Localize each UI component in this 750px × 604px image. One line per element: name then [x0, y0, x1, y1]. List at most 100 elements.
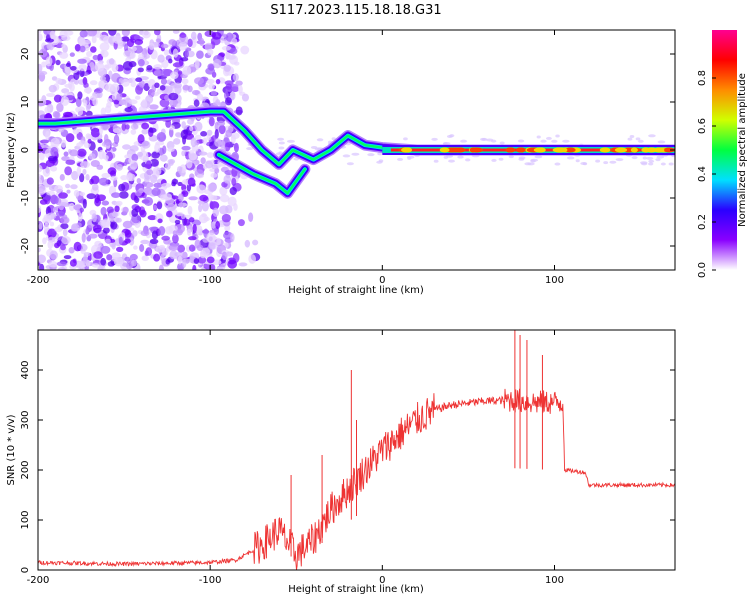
- heatmap-cell: [163, 193, 173, 201]
- heatmap-cell: [40, 139, 50, 144]
- heatmap-cell: [167, 147, 175, 152]
- heatmap-cell: [480, 137, 486, 141]
- heatmap-cell: [99, 42, 110, 51]
- heatmap-cell: [50, 165, 58, 172]
- heatmap-cell: [168, 58, 173, 64]
- heatmap-cell: [86, 193, 96, 200]
- colorbar-tick-label: 0.6: [697, 118, 708, 134]
- heatmap-cell: [207, 48, 214, 56]
- heatmap-cell: [232, 73, 239, 82]
- heatmap-cell: [88, 233, 98, 239]
- heatmap-cell: [237, 85, 243, 94]
- heatmap-cell: [202, 137, 208, 145]
- heatmap-cell: [161, 235, 170, 241]
- heatmap-cell: [196, 93, 204, 101]
- heatmap-cell: [128, 77, 137, 83]
- heatmap-cell: [137, 67, 144, 73]
- heatmap-cell: [38, 205, 42, 214]
- heatmap-cell: [642, 156, 647, 160]
- heatmap-cell: [85, 174, 90, 181]
- snr-series: [38, 330, 675, 570]
- carrier-spot: [404, 147, 413, 153]
- heatmap-cell: [143, 196, 154, 207]
- heatmap-cell: [116, 163, 123, 171]
- heatmap-cell: [126, 38, 135, 48]
- heatmap-cell: [156, 201, 163, 210]
- heatmap-cell: [78, 64, 88, 72]
- heatmap-cell: [103, 155, 109, 161]
- heatmap-cell: [56, 102, 64, 113]
- heatmap-cell: [58, 192, 68, 199]
- heatmap-cell: [648, 134, 656, 138]
- heatmap-cell: [115, 200, 123, 206]
- heatmap-cell: [94, 240, 102, 248]
- x-tick-label: -100: [199, 275, 222, 286]
- heatmap-cell: [54, 184, 63, 193]
- heatmap-cell: [38, 50, 43, 56]
- heatmap-cell: [96, 194, 106, 202]
- heatmap-cell: [112, 128, 122, 134]
- heatmap-cell: [79, 191, 86, 197]
- heatmap-cell: [46, 92, 56, 97]
- heatmap-cell: [656, 155, 664, 159]
- y-tick-label: 400: [20, 360, 31, 379]
- carrier-spot: [599, 147, 611, 153]
- heatmap-cell: [629, 134, 635, 138]
- heatmap-cell: [44, 106, 51, 114]
- heatmap-cell: [121, 30, 130, 37]
- heatmap-cell: [277, 137, 285, 141]
- heatmap-cell: [194, 77, 205, 85]
- heatmap-cell: [184, 49, 189, 59]
- heatmap-cell: [63, 151, 69, 157]
- heatmap-cell: [200, 157, 206, 165]
- heatmap-cell: [208, 116, 215, 127]
- heatmap-cell: [176, 228, 183, 236]
- heatmap-cell: [66, 189, 71, 194]
- heatmap-cell: [216, 120, 226, 127]
- carrier-spot: [614, 147, 628, 153]
- heatmap-cell: [157, 218, 163, 224]
- carrier-spot: [449, 147, 463, 153]
- heatmap-cell: [657, 140, 666, 144]
- heatmap-cell: [181, 78, 189, 85]
- heatmap-cell: [189, 255, 195, 263]
- heatmap-cell: [145, 95, 154, 104]
- heatmap-cell: [68, 202, 75, 212]
- heatmap-cell: [54, 195, 59, 204]
- heatmap-cell: [140, 230, 150, 237]
- heatmap-cell: [230, 134, 236, 144]
- heatmap-cell: [118, 183, 126, 192]
- x-tick-label: 0: [379, 275, 385, 286]
- heatmap-cell: [86, 50, 93, 57]
- heatmap-cell: [124, 124, 130, 130]
- heatmap-cell: [39, 199, 48, 205]
- heatmap-cell: [433, 159, 439, 163]
- heatmap-cell: [73, 189, 80, 197]
- heatmap-cell: [83, 254, 88, 264]
- heatmap-cell: [99, 75, 107, 81]
- heatmap-cell: [227, 196, 237, 207]
- heatmap-cell: [47, 240, 54, 250]
- heatmap-cell: [158, 244, 166, 250]
- carrier-spot: [439, 147, 450, 153]
- heatmap-cell: [180, 213, 186, 220]
- heatmap-cell: [190, 31, 197, 41]
- heatmap-cell: [82, 168, 87, 175]
- colorbar: 0.0 0.2 0.4 0.6 0.8 Normalized spectral ampl…: [697, 30, 748, 278]
- heatmap-cell: [187, 177, 196, 187]
- heatmap-cell: [100, 206, 107, 216]
- heatmap-cell: [38, 145, 43, 153]
- heatmap-cell: [199, 37, 205, 47]
- heatmap-cell: [536, 135, 541, 139]
- heatmap-cell: [99, 34, 109, 42]
- heatmap-cell: [96, 164, 104, 170]
- heatmap-cell: [118, 236, 123, 245]
- heatmap-cell: [127, 45, 138, 52]
- heatmap-cell: [377, 152, 383, 156]
- heatmap-cell: [396, 157, 404, 161]
- heatmap-cell: [65, 133, 75, 143]
- heatmap-cell: [83, 87, 92, 94]
- heatmap-cell: [176, 166, 183, 174]
- heatmap-cell: [209, 200, 214, 210]
